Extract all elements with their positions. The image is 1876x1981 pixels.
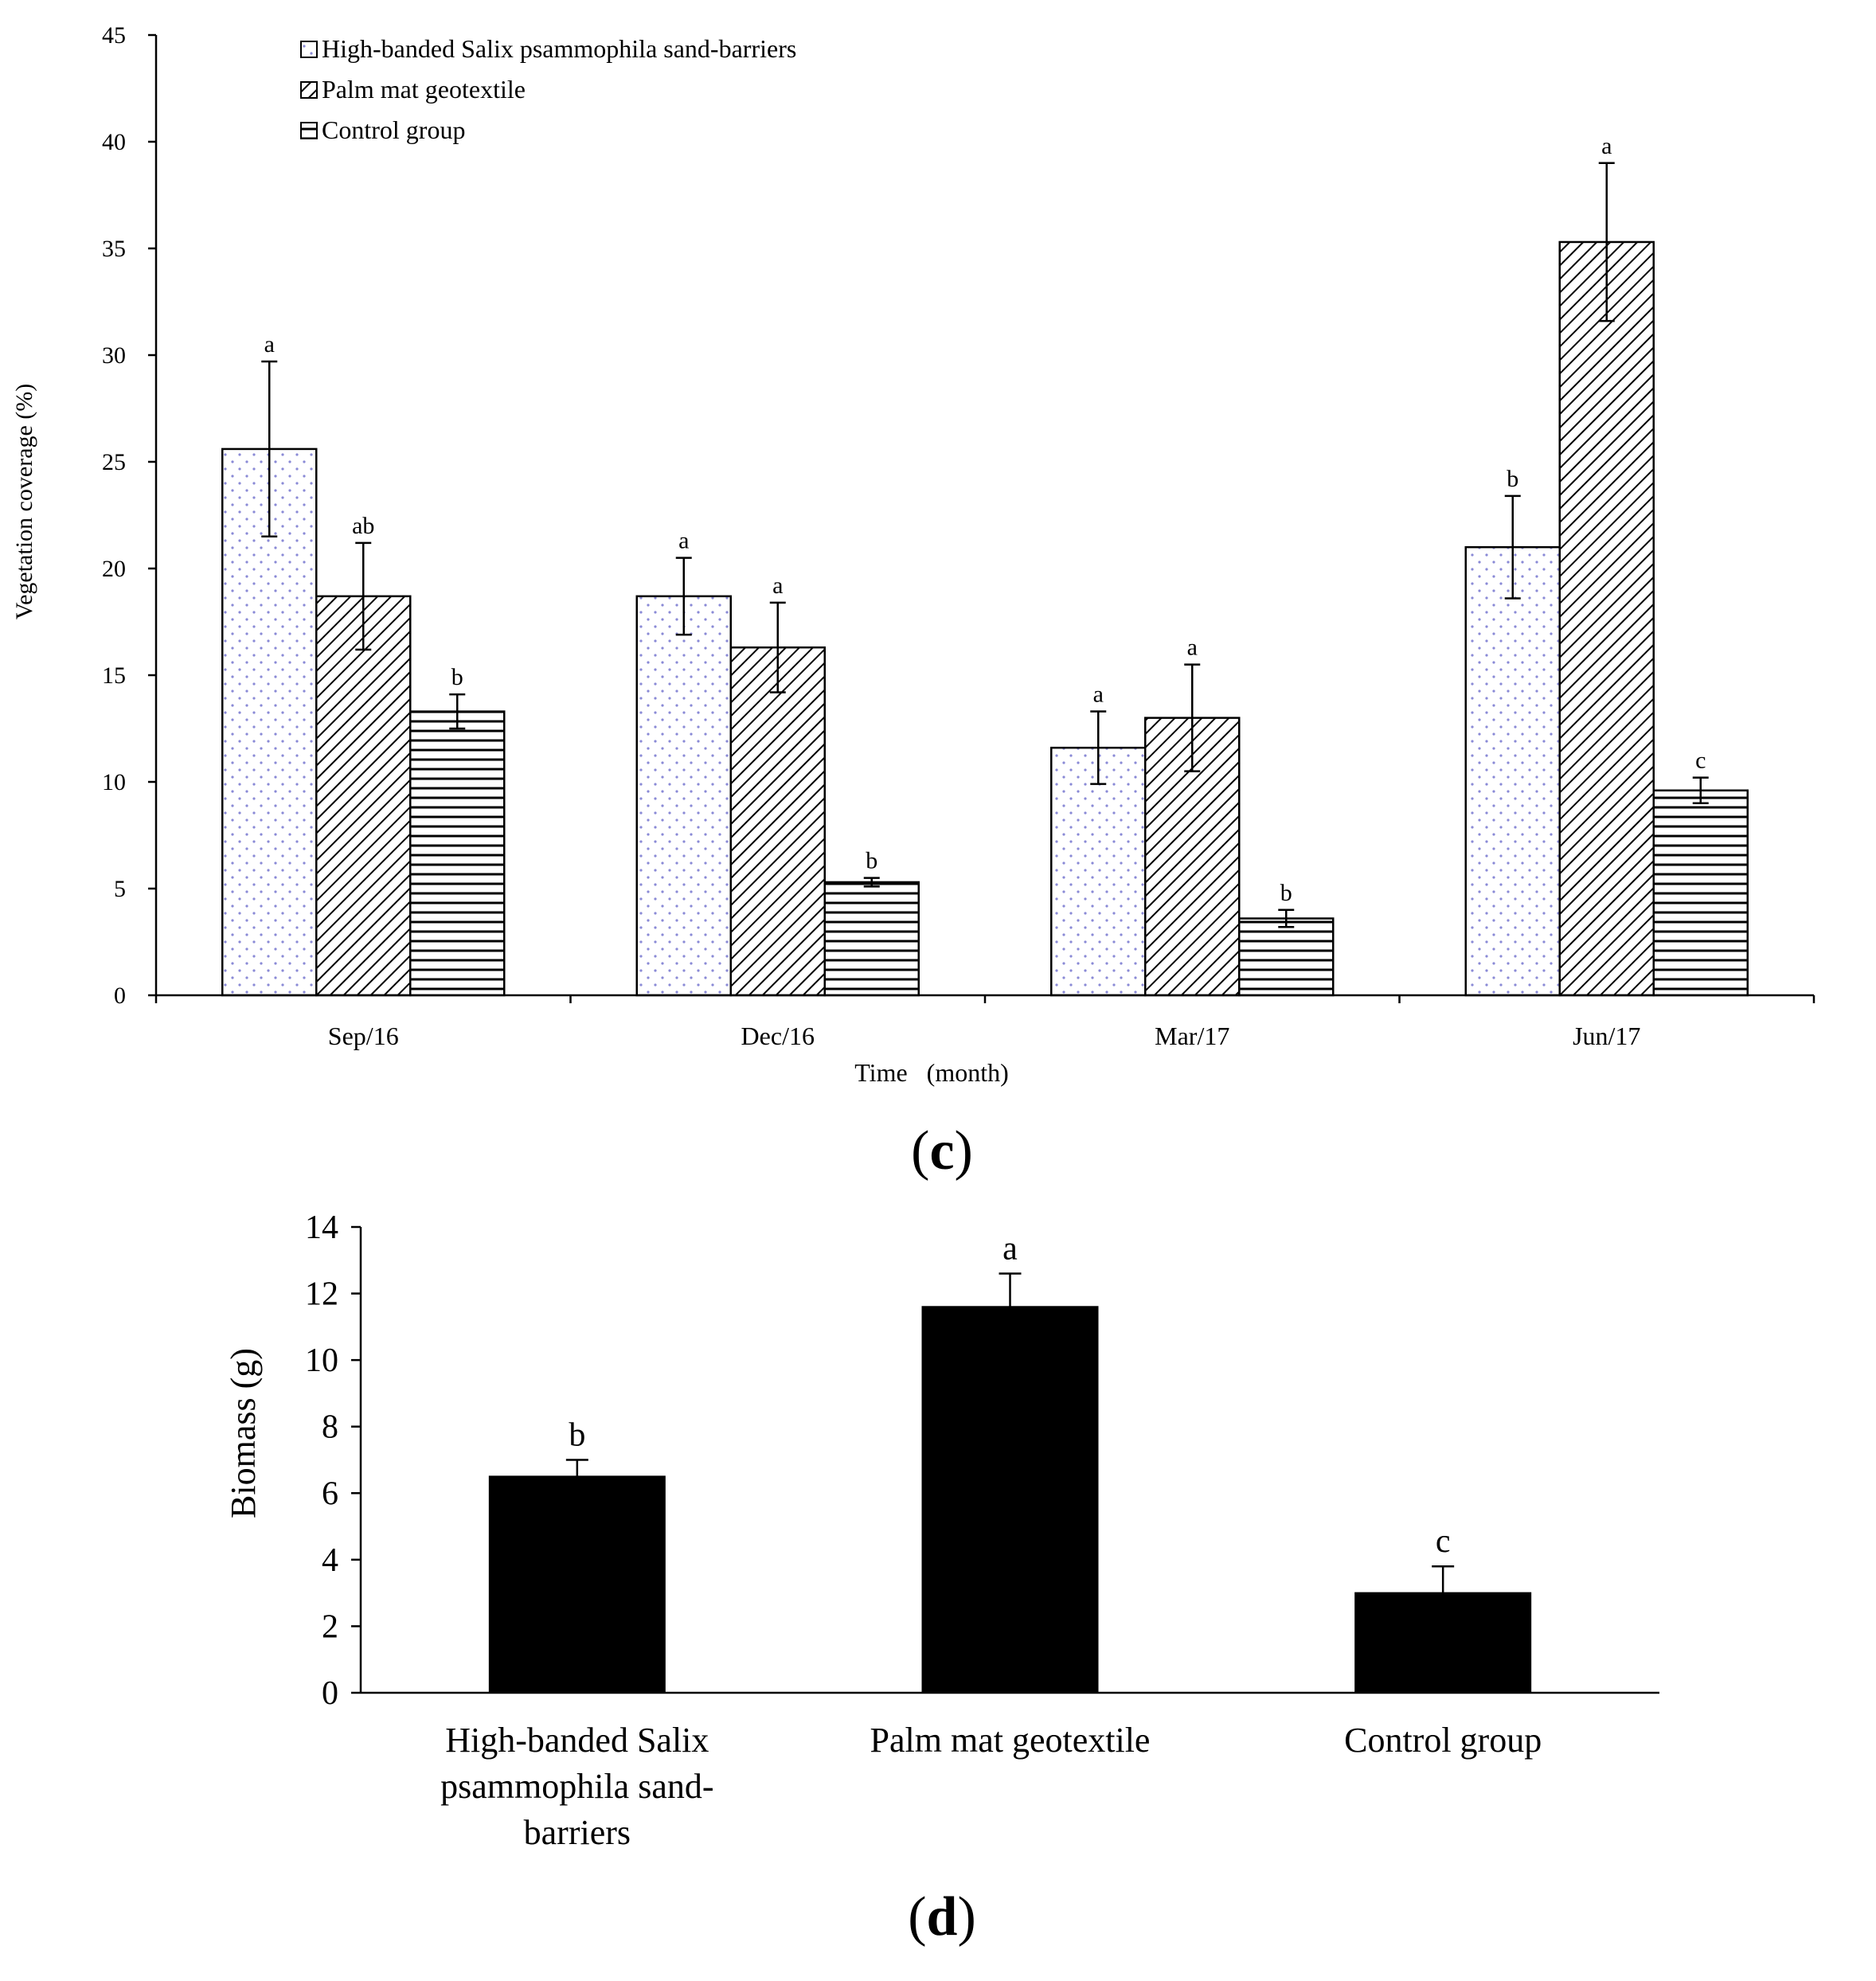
bar-horizontal <box>1652 789 1749 997</box>
significance-letter: a <box>264 331 275 358</box>
error-bar <box>1090 710 1107 785</box>
bar-dots <box>1050 746 1147 997</box>
legend-label: Palm mat geotextile <box>322 75 526 104</box>
error-bar <box>1432 1565 1455 1593</box>
error-bar <box>355 541 372 651</box>
y-tick-label: 14 <box>305 1209 338 1246</box>
error-bar <box>1598 162 1615 322</box>
significance-letter: a <box>1093 682 1104 708</box>
x-tick-label: Palm mat geotextile <box>870 1721 1151 1760</box>
error-bar <box>1278 908 1295 928</box>
error-bar <box>1504 494 1521 600</box>
significance-letter: a <box>678 528 689 554</box>
bar <box>921 1306 1099 1694</box>
y-tick-label: 4 <box>322 1542 338 1579</box>
y-tick-label: 8 <box>322 1409 338 1446</box>
legend-swatch <box>300 81 318 99</box>
vegetation-coverage-chart: 0 5 10 15 20 25 30 35 40 45 Sep/16 Dec/16 Mar/17 Jun/… <box>11 22 1815 1087</box>
panel-caption-d: (d) <box>908 1886 976 1948</box>
bar-horizontal <box>409 710 506 997</box>
significance-letter: b <box>1507 466 1518 492</box>
significance-letter: c <box>1436 1523 1451 1560</box>
error-bar <box>1184 663 1201 772</box>
legend-item: High-banded Salix psammophila sand-barri… <box>300 34 796 63</box>
y-axis-label: Biomass (g) <box>224 1348 263 1518</box>
significance-letter: a <box>1187 635 1198 661</box>
legend-swatch <box>300 41 318 58</box>
x-tick-label: Jun/17 <box>1573 1022 1640 1050</box>
y-tick-label: 40 <box>102 129 126 155</box>
x-tick-label: Dec/16 <box>741 1022 815 1050</box>
legend-item: Palm mat geotextile <box>300 75 526 104</box>
significance-letter: a <box>1002 1231 1018 1268</box>
error-bar <box>675 557 692 636</box>
error-bar <box>565 1459 588 1477</box>
y-tick-label: 35 <box>102 236 126 262</box>
bar-diagonal <box>1558 240 1655 997</box>
y-tick-label: 0 <box>114 983 126 1009</box>
error-bar <box>261 360 278 538</box>
biomass-chart: 0 2 4 6 8 10 12 14 b a c High-banded Salix psammop… <box>224 1209 1659 1852</box>
y-tick-label: 10 <box>305 1342 338 1379</box>
significance-letter: b <box>866 848 877 874</box>
bar-horizontal <box>823 881 920 997</box>
legend-label: Control group <box>322 115 465 144</box>
error-bar <box>449 693 466 730</box>
bar <box>488 1475 666 1694</box>
bar-dots <box>1464 545 1561 997</box>
error-bar <box>769 601 786 694</box>
significance-letter: b <box>1280 880 1292 906</box>
y-tick-label: 0 <box>322 1675 338 1712</box>
significance-letter: b <box>569 1417 585 1454</box>
x-tick-label: Control group <box>1344 1721 1542 1760</box>
significance-letter: a <box>772 572 783 599</box>
x-axis-label: Time (month) <box>854 1058 1009 1087</box>
y-axis-label: Vegetation coverage (%) <box>11 384 37 620</box>
y-tick-label: 30 <box>102 342 126 369</box>
y-tick-label: 6 <box>322 1475 338 1512</box>
bar-horizontal <box>1238 917 1335 997</box>
bar-diagonal <box>729 646 826 997</box>
y-tick-label: 5 <box>114 876 126 902</box>
significance-letter: b <box>451 664 463 690</box>
bar-dots <box>635 595 732 997</box>
y-tick-label: 10 <box>102 769 126 795</box>
legend-swatch <box>300 122 318 139</box>
y-tick-label: 15 <box>102 662 126 689</box>
bar <box>1354 1592 1532 1694</box>
legend-label: High-banded Salix psammophila sand-barri… <box>322 34 796 63</box>
error-bar <box>1692 776 1709 805</box>
x-tick-label: Sep/16 <box>328 1022 399 1050</box>
y-tick-label: 45 <box>102 22 126 49</box>
bar-diagonal <box>315 595 412 997</box>
y-tick-label: 12 <box>305 1276 338 1313</box>
legend-item: Control group <box>300 115 465 144</box>
bar-dots <box>221 447 318 997</box>
error-bar <box>863 877 880 888</box>
panel-caption-c: (c) <box>911 1120 973 1182</box>
significance-letter: ab <box>352 513 374 539</box>
y-tick-label: 20 <box>102 556 126 582</box>
significance-letter: c <box>1695 748 1706 774</box>
y-tick-label: 25 <box>102 449 126 475</box>
y-tick-label: 2 <box>322 1608 338 1645</box>
x-tick-label: High-banded Salix psammophila sand-barrie… <box>440 1721 713 1852</box>
legend: High-banded Salix psammophila sand-barri… <box>300 34 796 144</box>
significance-letter: a <box>1601 133 1612 159</box>
error-bar <box>999 1272 1022 1307</box>
x-tick-label: Mar/17 <box>1155 1022 1229 1050</box>
